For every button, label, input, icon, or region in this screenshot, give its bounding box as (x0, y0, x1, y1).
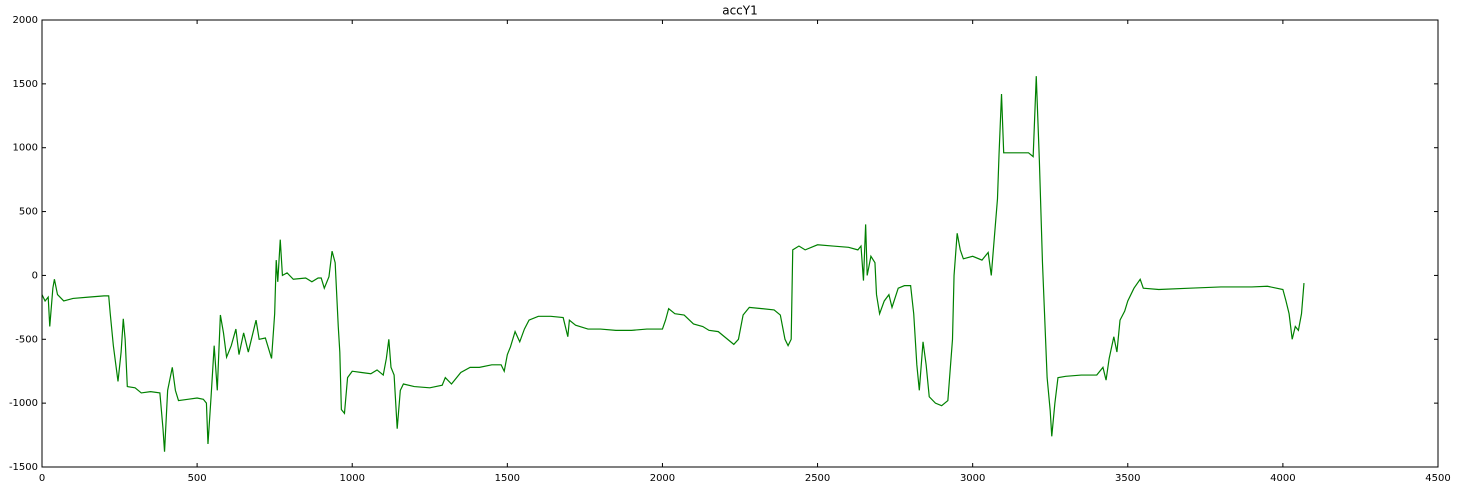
y-tick-label: 0 (32, 270, 38, 281)
x-tick-label: 4500 (1425, 473, 1450, 484)
x-tick-label: 1000 (339, 473, 364, 484)
x-tick-label: 500 (188, 473, 207, 484)
y-tick-label: 2000 (13, 15, 38, 26)
data-line (41, 76, 1305, 452)
x-tick-label: 2500 (805, 473, 830, 484)
plot-frame (41, 19, 1439, 468)
y-tick-label: 500 (19, 207, 38, 218)
y-tick-label: 1500 (13, 79, 38, 90)
x-tick-label: 1500 (495, 473, 520, 484)
x-tick-label: 3500 (1115, 473, 1140, 484)
y-tick-label: -1500 (9, 462, 38, 473)
x-tick-label: 3000 (960, 473, 985, 484)
x-tick-label: 2000 (650, 473, 675, 484)
x-tick-label: 0 (39, 473, 45, 484)
chart-title: accY1 (722, 4, 758, 18)
y-tick-label: -1000 (9, 398, 38, 409)
y-tick-label: -500 (15, 334, 38, 345)
x-tick-label: 4000 (1270, 473, 1295, 484)
y-tick-label: 1000 (13, 143, 38, 154)
